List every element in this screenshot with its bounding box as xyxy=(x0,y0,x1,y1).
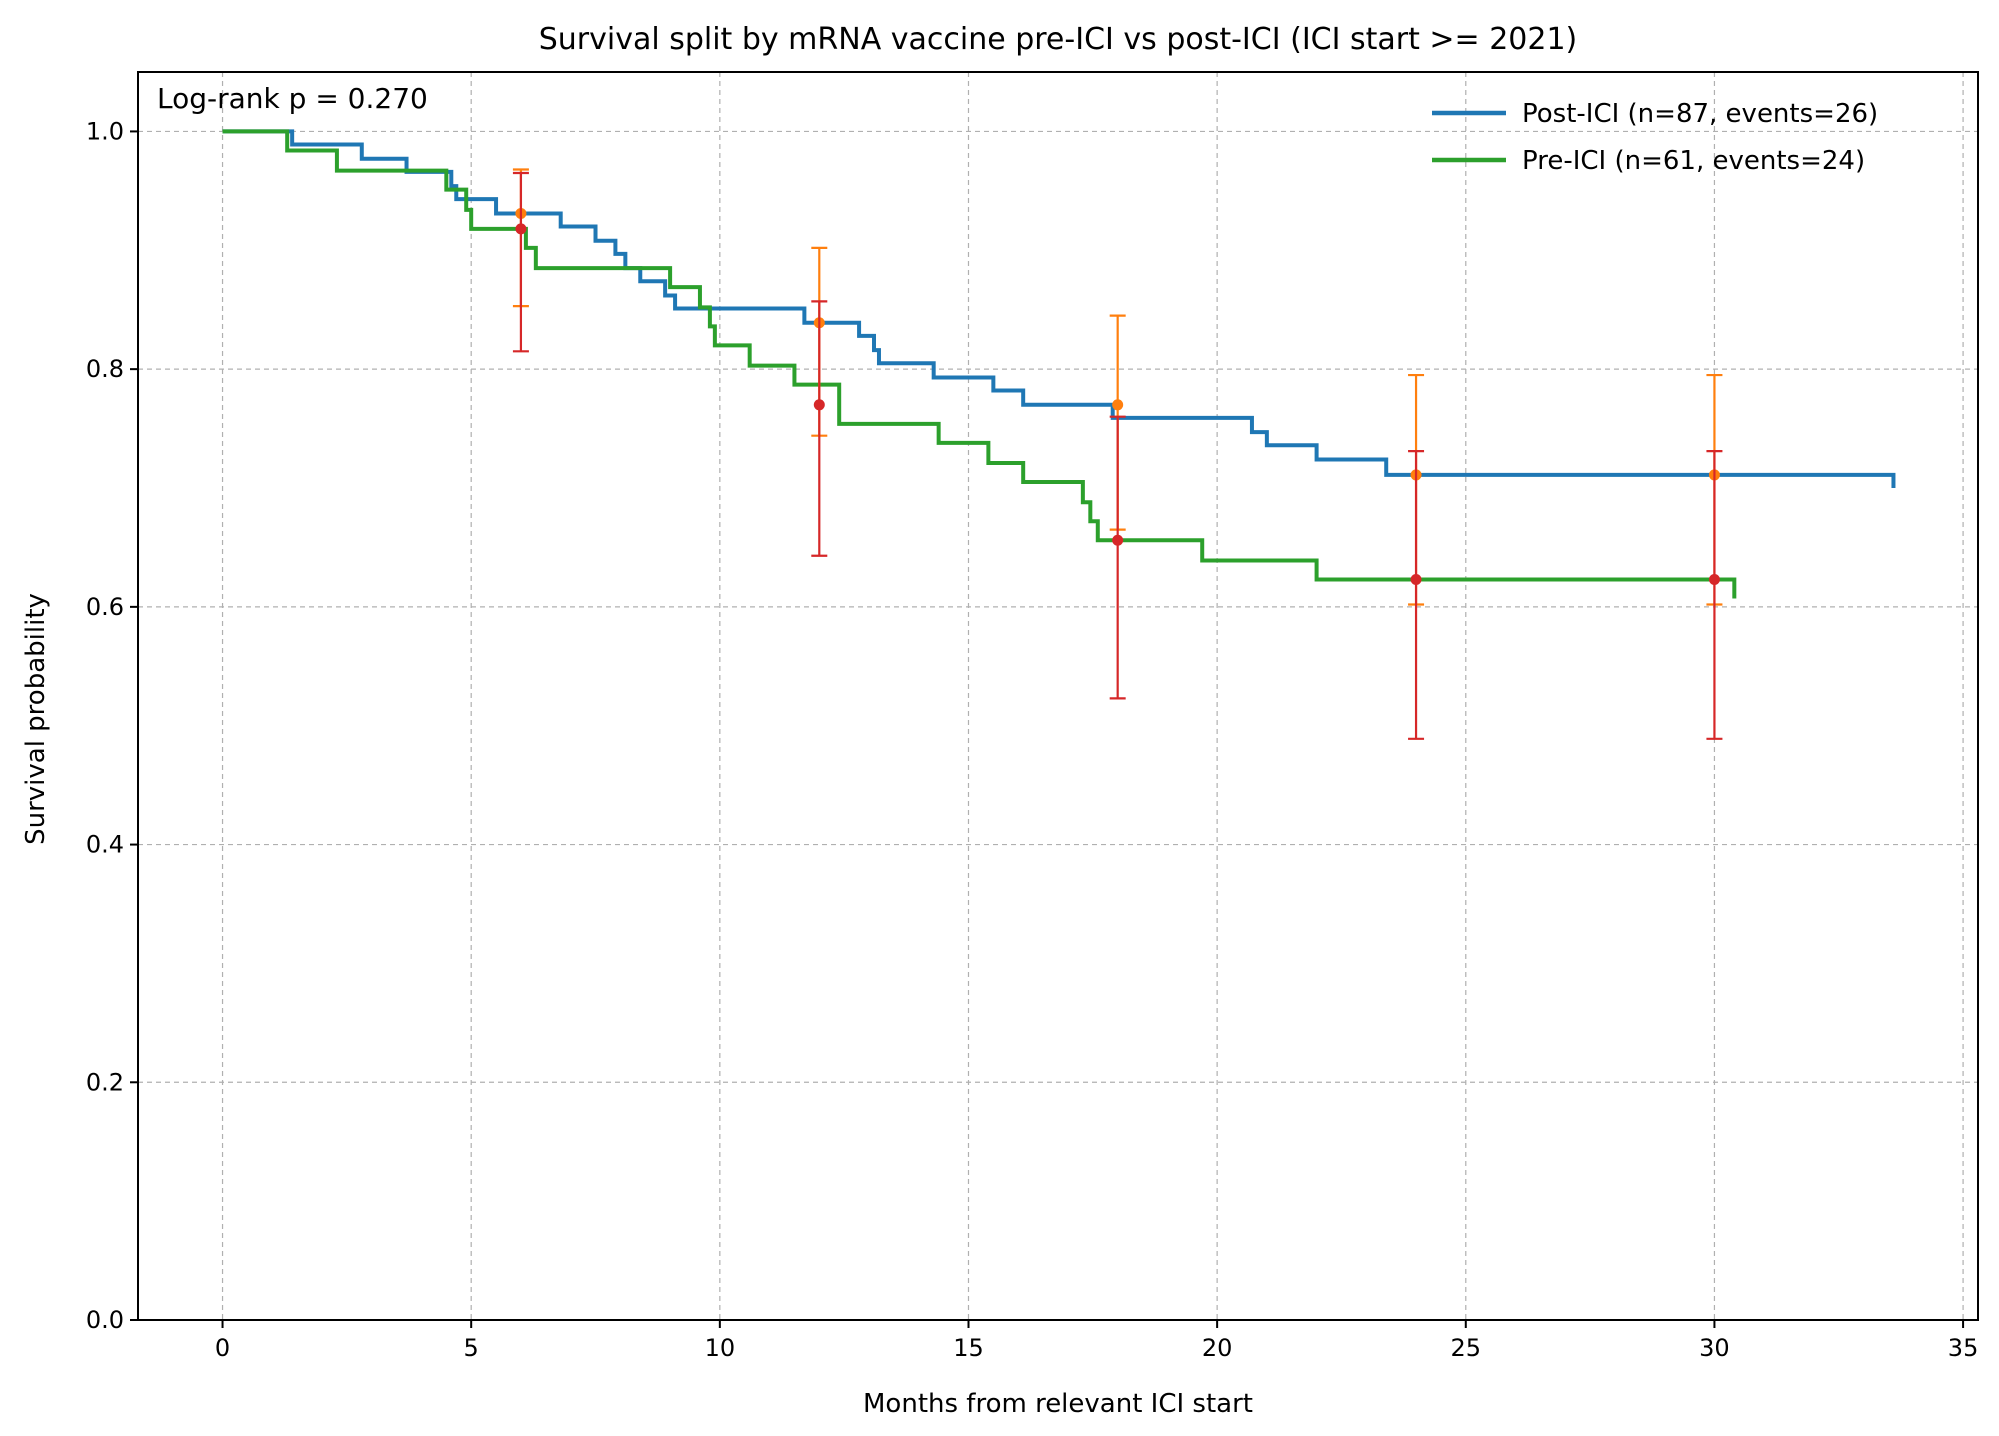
y-tick-label: 0.6 xyxy=(86,593,124,621)
grid-layer xyxy=(138,72,1978,1321)
error-bar-point xyxy=(1410,574,1422,586)
x-tick-label: 0 xyxy=(215,1334,230,1362)
tick-layer: 0 5 10 15 20 25 30 35 0.0 0.2 0.4 0.6 0.8 1.0 xyxy=(86,117,1979,1362)
x-tick-label: 20 xyxy=(1202,1334,1233,1362)
error-bar-point xyxy=(1112,399,1124,411)
chart-title: Survival split by mRNA vaccine pre-ICI v… xyxy=(539,22,1578,57)
y-tick-label: 1.0 xyxy=(86,117,124,145)
error-bar-series-2 xyxy=(811,300,828,557)
y-tick-label: 0.0 xyxy=(86,1306,124,1334)
series-layer xyxy=(222,129,1896,599)
legend-label-2: Pre-ICI (n=61, events=24) xyxy=(1522,146,1865,176)
legend-label-1: Post-ICI (n=87, events=26) xyxy=(1522,99,1878,129)
x-tick-label: 30 xyxy=(1699,1334,1730,1362)
logrank-annotation: Log-rank p = 0.270 xyxy=(157,82,428,115)
x-axis-label: Months from relevant ICI start xyxy=(863,1389,1253,1419)
x-tick-label: 25 xyxy=(1451,1334,1482,1362)
error-bar-series-2 xyxy=(1408,450,1425,740)
y-tick-label: 0.4 xyxy=(86,831,124,859)
x-tick-label: 15 xyxy=(953,1334,984,1362)
x-tick-label: 10 xyxy=(705,1334,736,1362)
error-bar-series-2 xyxy=(1706,450,1723,740)
plot-frame xyxy=(137,71,1979,1321)
x-tick-label: 35 xyxy=(1948,1334,1979,1362)
series-line-1 xyxy=(222,129,1896,488)
error-bar-point xyxy=(813,399,825,411)
series-line-2 xyxy=(222,129,1737,599)
error-bars-layer xyxy=(512,168,1723,740)
error-bar-series-2 xyxy=(512,171,529,353)
y-tick-label: 0.2 xyxy=(86,1068,124,1096)
x-tick-label: 5 xyxy=(464,1334,479,1362)
y-axis-label: Survival probability xyxy=(21,593,51,845)
legend: Post-ICI (n=87, events=26) Pre-ICI (n=61,… xyxy=(1432,99,1878,176)
error-bar-series-2 xyxy=(1109,415,1126,700)
error-bar-point xyxy=(515,223,527,235)
error-bar-point xyxy=(1708,574,1720,586)
error-bar-point xyxy=(1112,534,1124,546)
y-tick-label: 0.8 xyxy=(86,355,124,383)
